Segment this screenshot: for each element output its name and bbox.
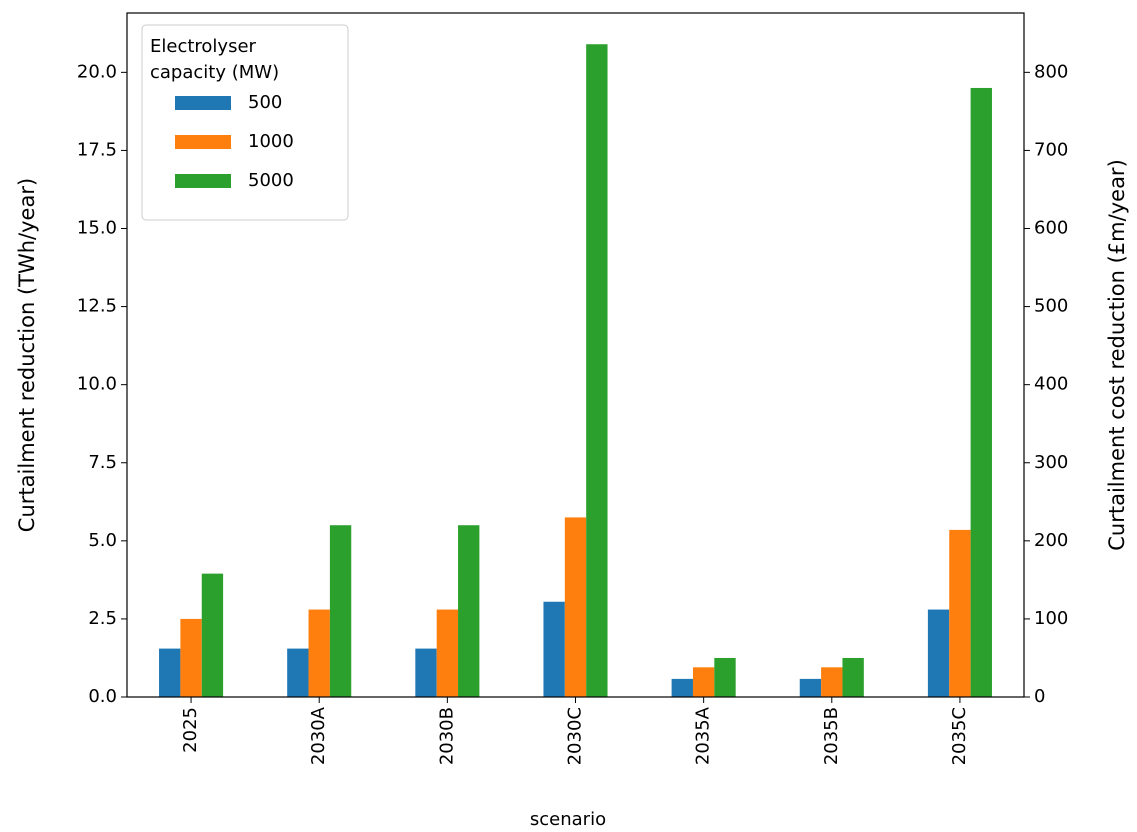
bar xyxy=(458,525,480,697)
y2-tick-label: 400 xyxy=(1034,374,1068,395)
bar xyxy=(692,667,715,697)
y2-tick-label: 800 xyxy=(1034,61,1068,82)
y-tick-label: 12.5 xyxy=(77,296,117,317)
legend-label: 500 xyxy=(248,92,282,113)
bar xyxy=(201,573,224,697)
x-tick-label: 2035B xyxy=(821,707,842,765)
y-axis-title: Curtailment reduction (TWh/year) xyxy=(15,178,39,532)
x-tick-label: 2035C xyxy=(949,707,970,765)
x-tick-label: 2025 xyxy=(180,707,201,753)
bar xyxy=(436,609,459,697)
bar xyxy=(586,44,608,698)
legend-title: Electrolyser capacity (MW) xyxy=(150,36,279,83)
legend-swatch xyxy=(175,174,231,188)
bar xyxy=(970,87,992,697)
bar xyxy=(714,657,736,697)
y2-tick-label: 300 xyxy=(1034,452,1068,473)
legend-label: 5000 xyxy=(248,170,294,191)
x-tick-label: 2030C xyxy=(565,707,586,765)
legend-box xyxy=(141,24,349,221)
bar xyxy=(329,525,352,697)
x-tick-label: 2035A xyxy=(693,706,714,765)
y-tick-label: 20.0 xyxy=(77,61,117,82)
bar xyxy=(564,517,587,697)
bar xyxy=(799,678,822,697)
plot-frame xyxy=(126,12,1025,698)
legend-swatch xyxy=(175,135,231,149)
y-tick-label: 5.0 xyxy=(88,530,117,551)
y-tick-label: 10.0 xyxy=(77,374,117,395)
legend-swatch xyxy=(175,96,231,110)
bar xyxy=(308,609,330,697)
x-tick-label: 2030A xyxy=(308,706,329,765)
y-tick-label: 15.0 xyxy=(77,218,117,239)
y2-tick-label: 500 xyxy=(1034,296,1068,317)
y2-axis-title: Curtailment cost reduction (£m/year) xyxy=(1105,159,1129,551)
bar xyxy=(671,678,693,697)
bar xyxy=(415,648,437,697)
bar xyxy=(543,601,565,697)
legend-label: 1000 xyxy=(248,131,294,152)
x-tick-label: 2030B xyxy=(436,707,457,765)
y2-tick-label: 0 xyxy=(1034,686,1045,707)
y-tick-label: 0.0 xyxy=(88,686,117,707)
y2-tick-label: 100 xyxy=(1034,608,1068,629)
bar xyxy=(287,648,309,697)
bar xyxy=(821,667,843,697)
bar xyxy=(159,648,181,697)
y2-tick-label: 200 xyxy=(1034,530,1068,551)
bar xyxy=(180,618,202,697)
bar xyxy=(927,609,950,697)
bar xyxy=(949,529,971,697)
y-tick-label: 7.5 xyxy=(88,452,117,473)
bar xyxy=(842,657,864,697)
y2-tick-label: 700 xyxy=(1034,139,1068,160)
x-axis-title: scenario xyxy=(530,809,606,830)
y-tick-label: 2.5 xyxy=(88,608,117,629)
y-tick-label: 17.5 xyxy=(77,139,117,160)
y2-tick-label: 600 xyxy=(1034,218,1068,239)
